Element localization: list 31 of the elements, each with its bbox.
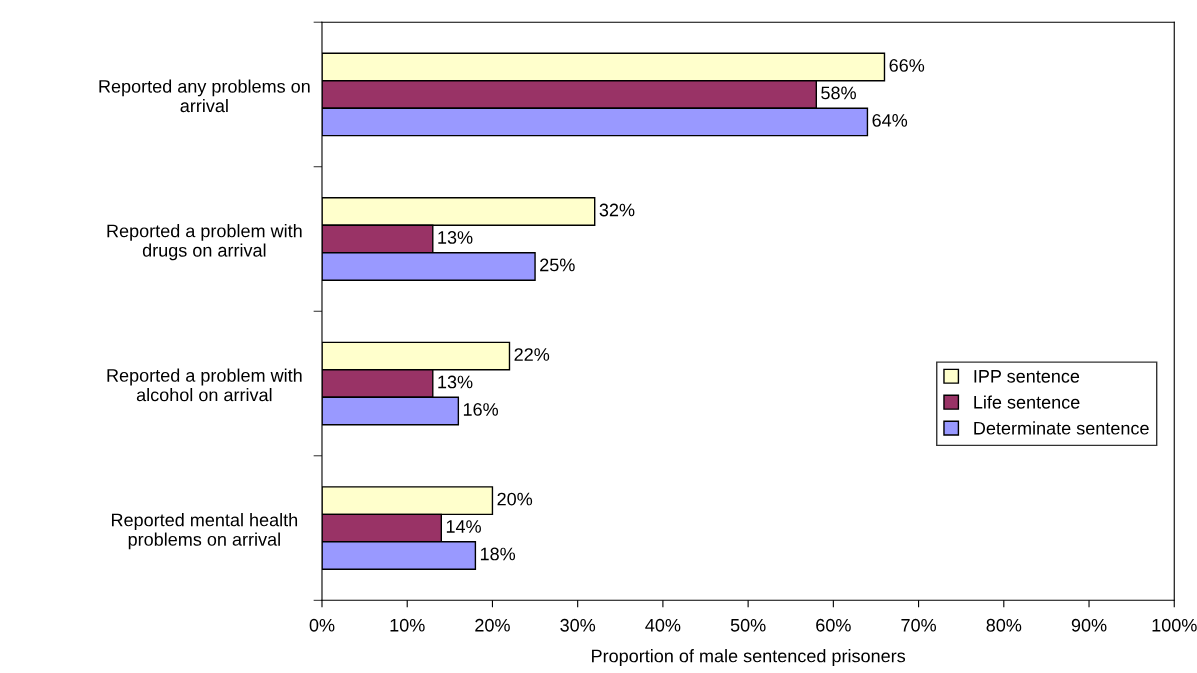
- data-label: 13%: [438, 231, 473, 244]
- legend-label: Determinate sentence: [974, 421, 1149, 435]
- y-tick-label: Reported any problems on arrival: [99, 79, 310, 113]
- data-label: 22%: [514, 348, 550, 361]
- x-tick-label: 30%: [560, 618, 596, 632]
- x-tick-label: 100%: [1152, 618, 1197, 632]
- x-axis-title: Proportion of male sentenced prisoners: [592, 649, 906, 666]
- data-label: 14%: [446, 520, 481, 533]
- data-label: 66%: [889, 59, 925, 72]
- x-tick-label: 40%: [645, 618, 681, 632]
- y-tick-label: Reported a problem with alcohol on arrival: [107, 368, 302, 402]
- data-label: 16%: [463, 403, 499, 416]
- y-tick-label: Reported mental health problems on arrival: [111, 513, 298, 550]
- x-tick-label: 10%: [390, 618, 425, 632]
- x-tick-label: 50%: [730, 618, 766, 632]
- data-label: 18%: [480, 547, 516, 561]
- data-label: 20%: [497, 492, 533, 506]
- x-tick-label: 70%: [901, 618, 936, 632]
- data-label: 32%: [599, 203, 635, 217]
- x-tick-label: 80%: [986, 618, 1022, 632]
- x-tick-label: 20%: [475, 618, 510, 632]
- data-label: 25%: [540, 258, 575, 272]
- data-label: 13%: [438, 375, 473, 389]
- legend-label: IPP sentence: [974, 370, 1080, 383]
- x-tick-label: 0%: [309, 618, 335, 632]
- data-label: 64%: [872, 113, 908, 127]
- y-tick-label: Reported a problem with drugs on arrival: [107, 224, 302, 261]
- x-tick-label: 60%: [816, 618, 851, 632]
- x-tick-label: 90%: [1071, 618, 1107, 632]
- legend-label: Life sentence: [974, 395, 1080, 409]
- data-label: 58%: [821, 86, 856, 100]
